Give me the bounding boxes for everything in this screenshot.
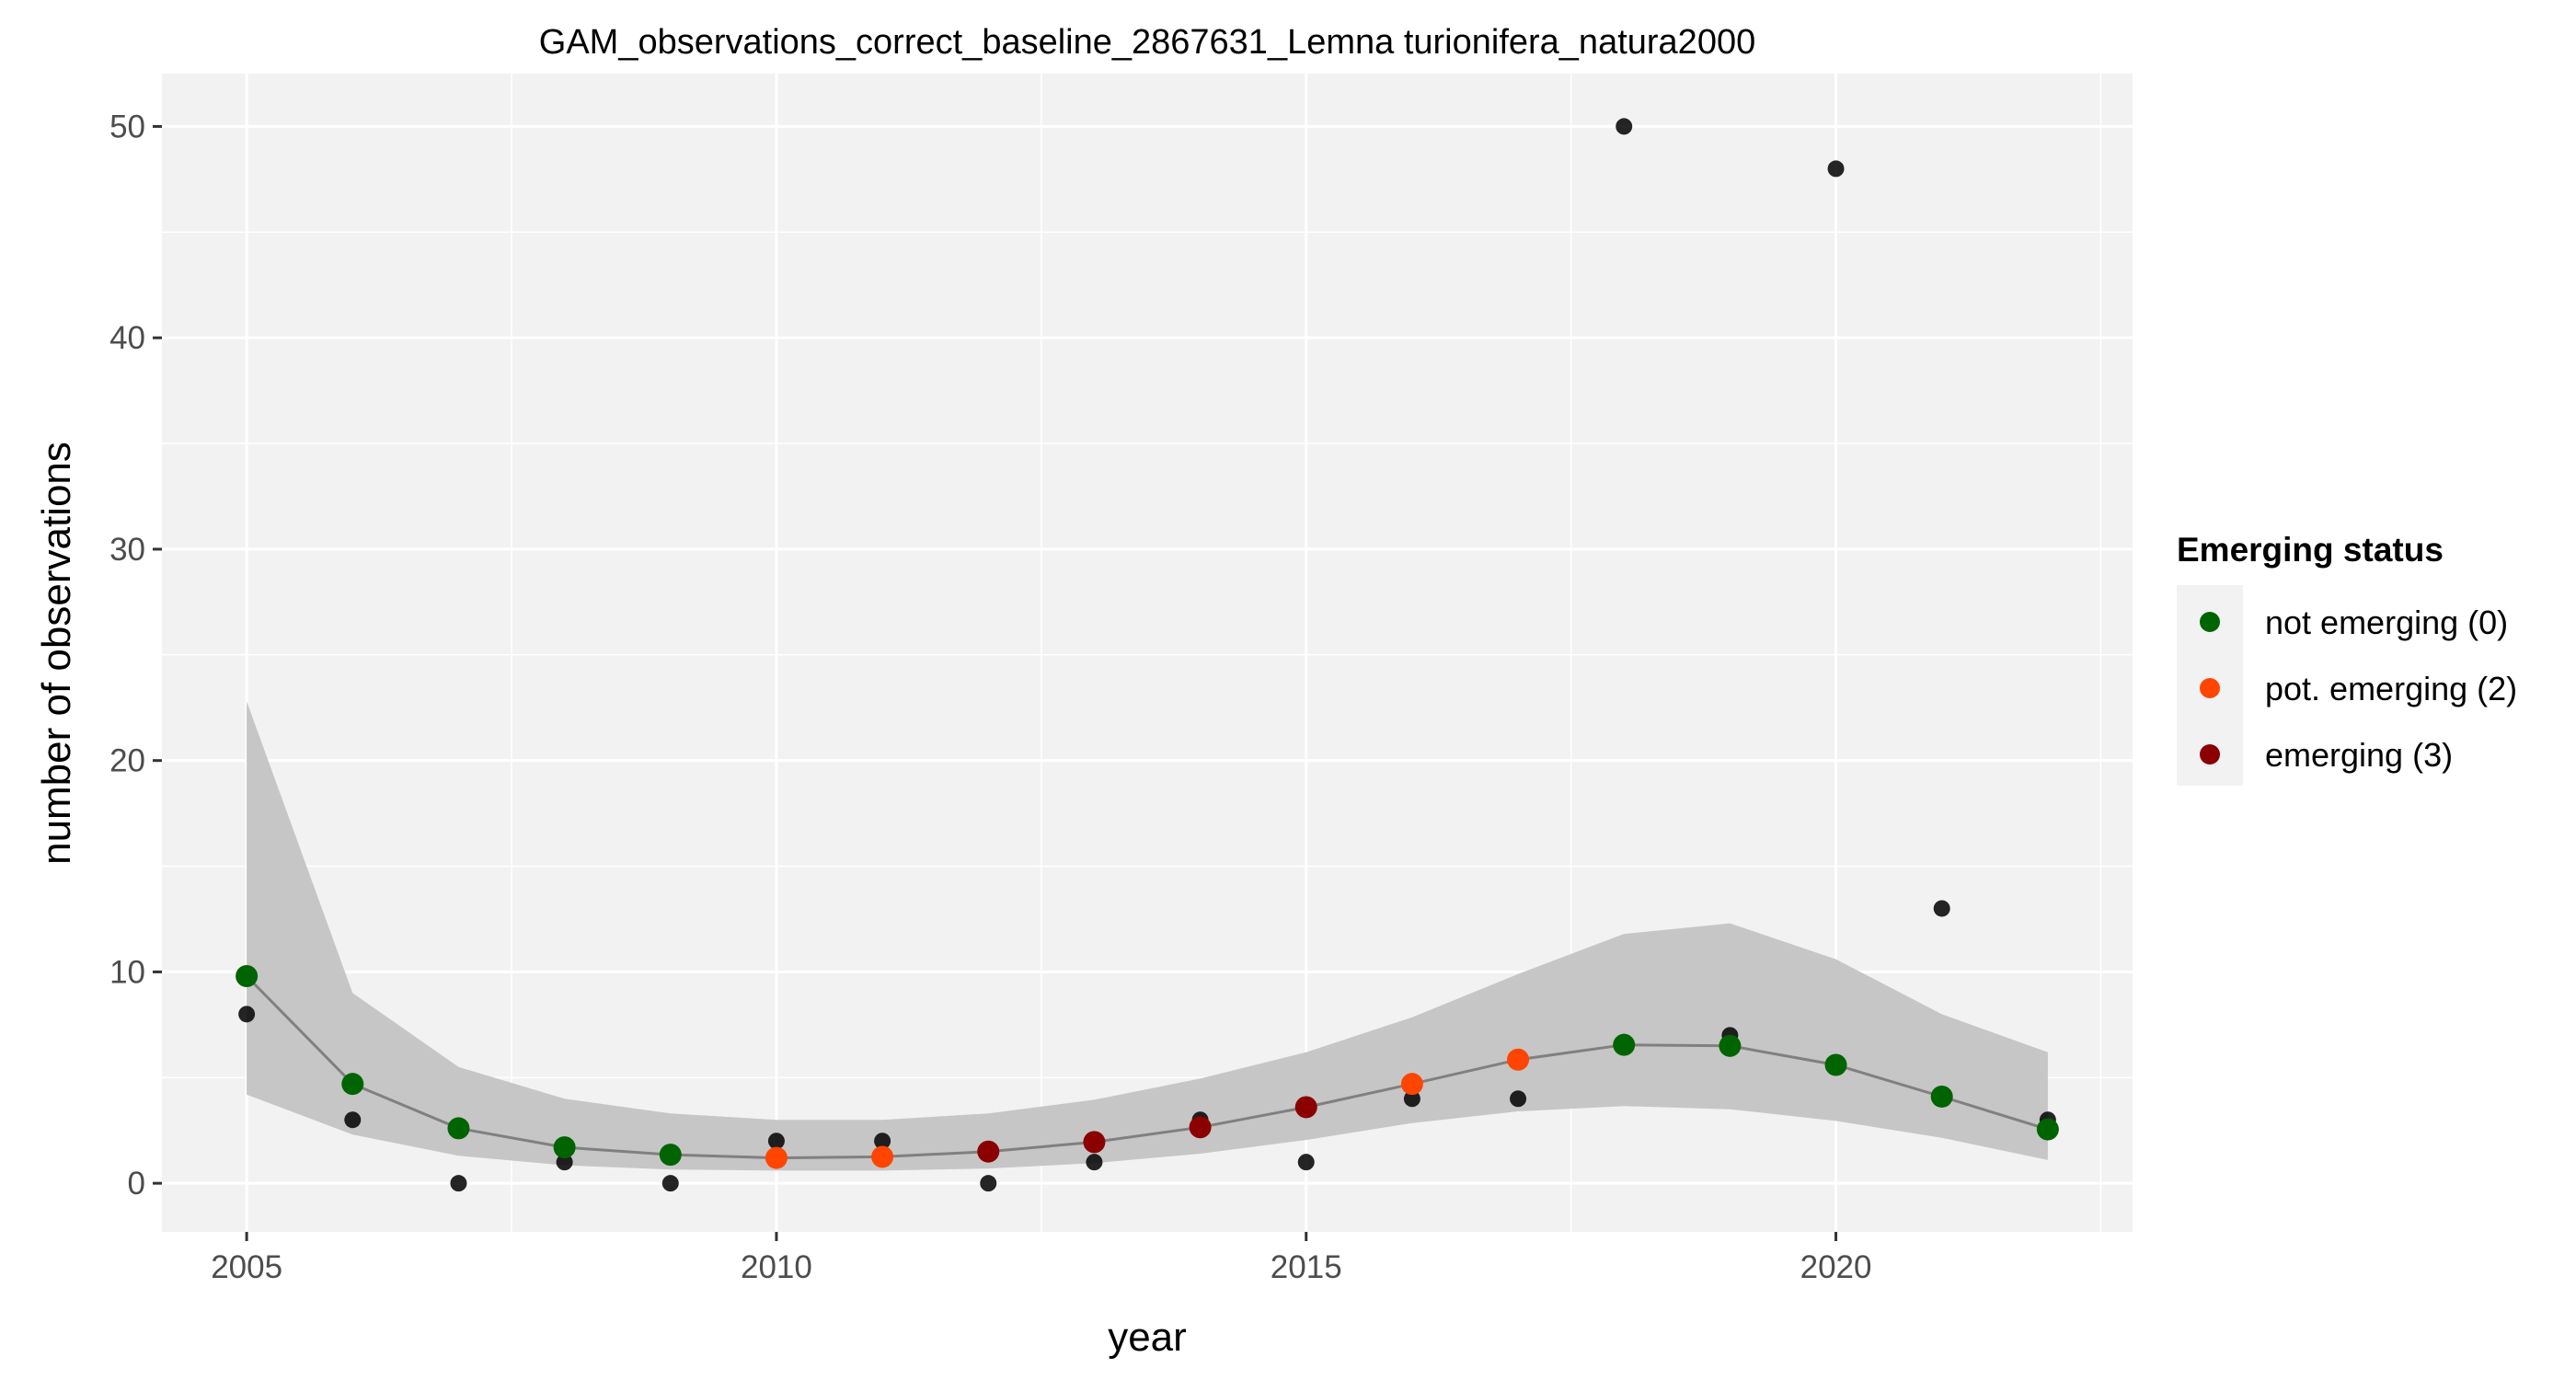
fitted-point xyxy=(765,1146,788,1169)
fitted-point xyxy=(1824,1053,1847,1076)
legend-key xyxy=(2200,744,2220,765)
observed-point xyxy=(1933,900,1950,917)
x-tick-label: 2020 xyxy=(1800,1249,1872,1285)
observed-point xyxy=(661,1175,679,1192)
y-tick-label: 10 xyxy=(109,954,145,990)
legend-label: not emerging (0) xyxy=(2265,604,2508,641)
fitted-point xyxy=(1613,1033,1636,1056)
fitted-point xyxy=(1930,1085,1953,1108)
fitted-point xyxy=(236,965,259,988)
fitted-point xyxy=(1189,1116,1212,1139)
y-tick-label: 40 xyxy=(109,320,145,356)
axes: 0 10 20 30 40 50 2005 2010 2015 2020 xyxy=(109,109,1871,1285)
y-tick-label: 50 xyxy=(109,109,145,144)
fitted-point xyxy=(341,1073,364,1096)
gridlines xyxy=(162,74,2133,1232)
fitted-point xyxy=(1507,1048,1530,1071)
chart-title: GAM_observations_correct_baseline_286763… xyxy=(539,23,1755,62)
observed-point xyxy=(1616,118,1633,135)
fitted-point xyxy=(447,1117,470,1140)
observed-point xyxy=(1510,1090,1527,1108)
y-tick-label: 20 xyxy=(109,743,145,779)
fitted-point xyxy=(977,1140,1000,1163)
fitted-points-layer xyxy=(236,965,2059,1169)
fitted-point xyxy=(1719,1034,1742,1057)
legend-key xyxy=(2200,612,2220,632)
fit-line-layer xyxy=(246,974,2049,1160)
fitted-point xyxy=(1083,1131,1106,1154)
observed-point xyxy=(1086,1154,1103,1171)
x-tick-label: 2015 xyxy=(1271,1249,1342,1285)
observed-point xyxy=(980,1175,997,1192)
observed-point xyxy=(767,1133,785,1150)
legend-label: emerging (3) xyxy=(2265,736,2453,774)
x-tick-label: 2010 xyxy=(741,1249,812,1285)
observed-point xyxy=(344,1111,362,1129)
legend: Emerging status not emerging (0) pot. eme… xyxy=(2177,531,2517,786)
x-axis-title: year xyxy=(1108,1315,1187,1360)
observed-point xyxy=(556,1154,573,1171)
confidence-band xyxy=(247,701,2048,1171)
observed-point xyxy=(1827,160,1845,178)
observed-point xyxy=(450,1175,467,1192)
y-tick-label: 0 xyxy=(128,1166,145,1202)
fitted-point xyxy=(2036,1118,2059,1141)
legend-key xyxy=(2200,678,2220,698)
observed-point xyxy=(874,1133,891,1150)
legend-title: Emerging status xyxy=(2177,531,2444,569)
legend-label: pot. emerging (2) xyxy=(2265,670,2517,707)
y-tick-label: 30 xyxy=(109,532,145,568)
fitted-point xyxy=(871,1145,894,1168)
fitted-point xyxy=(1294,1096,1317,1119)
fit-line xyxy=(246,974,2049,1160)
fitted-point xyxy=(659,1144,682,1167)
legend-items: not emerging (0) pot. emerging (2) emergin… xyxy=(2200,604,2517,774)
observed-point xyxy=(1297,1154,1315,1171)
observed-point xyxy=(1403,1090,1420,1108)
confidence-band-layer xyxy=(247,701,2048,1171)
fitted-point xyxy=(1400,1073,1423,1096)
observed-point xyxy=(238,1006,256,1023)
x-tick-label: 2005 xyxy=(211,1249,282,1285)
y-axis-title: number of observations xyxy=(34,442,79,865)
fitted-point xyxy=(553,1136,576,1159)
